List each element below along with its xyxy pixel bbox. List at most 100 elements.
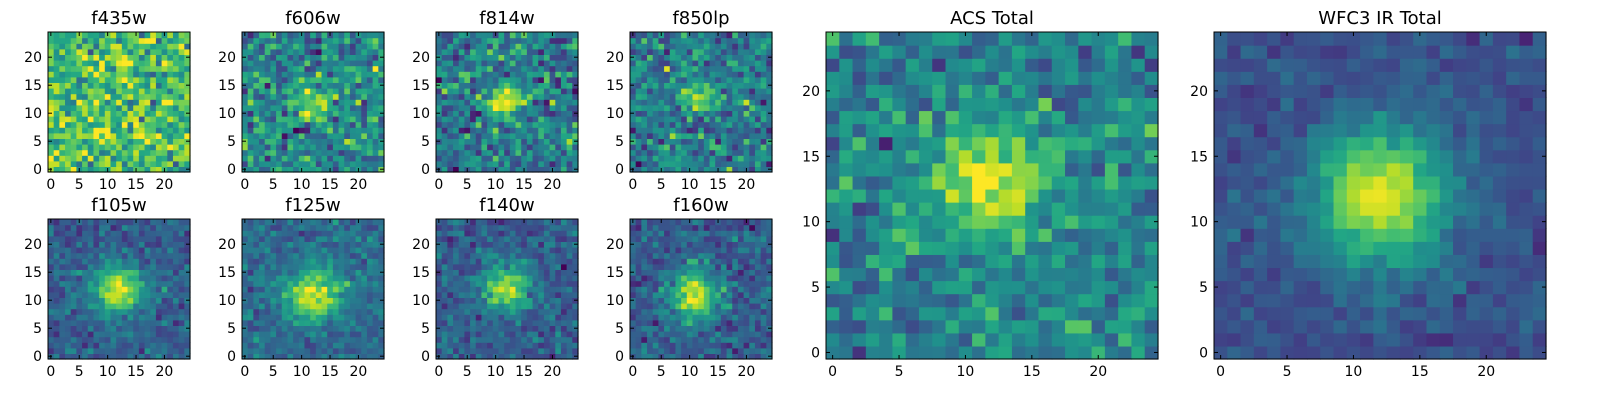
heatmap-cell [93, 342, 100, 349]
heatmap-cell [332, 308, 340, 315]
heatmap-cell [749, 160, 756, 167]
heatmap-cell [133, 342, 140, 349]
heatmap-cell [641, 269, 648, 276]
heatmap-cell [441, 286, 448, 293]
heatmap-cell [372, 275, 379, 282]
heatmap-cell [361, 314, 368, 321]
heatmap-cell [669, 342, 677, 349]
heatmap-cell [144, 286, 151, 293]
heatmap-cell [521, 144, 528, 151]
heatmap-cell [116, 132, 123, 139]
heatmap-cell [259, 166, 266, 173]
heatmap-cell [242, 286, 249, 293]
heatmap-cell [327, 71, 334, 78]
heatmap-cell [504, 308, 511, 315]
heatmap-cell [121, 43, 129, 50]
heatmap-cell [555, 336, 562, 343]
heatmap-cell [709, 104, 716, 111]
heatmap-cell [82, 76, 89, 83]
heatmap-cell [259, 263, 266, 270]
heatmap-cell [349, 93, 357, 100]
heatmap-cell [167, 263, 174, 270]
heatmap-cell [492, 263, 500, 270]
heatmap-cell [155, 43, 163, 50]
heatmap-cell [310, 219, 317, 226]
heatmap-cell [543, 76, 551, 83]
heatmap-cell [150, 37, 157, 44]
heatmap-cell [82, 48, 89, 55]
heatmap-cell [555, 88, 562, 95]
heatmap-cell [276, 48, 283, 55]
heatmap-cell [65, 82, 72, 89]
heatmap-cell [184, 132, 191, 139]
heatmap-cell [281, 280, 289, 287]
heatmap-cell [509, 280, 517, 287]
heatmap-cell [355, 54, 362, 61]
heatmap-cell [521, 104, 528, 111]
heatmap-cell [715, 291, 722, 298]
heatmap-cell [121, 144, 129, 151]
heatmap-cell [70, 144, 77, 151]
heatmap-cell [59, 336, 66, 343]
heatmap-cell [76, 127, 83, 134]
heatmap-cell [726, 160, 733, 167]
heatmap-cell [487, 54, 494, 61]
heatmap-cell [298, 258, 306, 265]
y-tick-label: 5 [227, 134, 236, 150]
heatmap-cell [82, 60, 89, 67]
heatmap-cell [178, 160, 185, 167]
heatmap-cell [259, 116, 266, 123]
heatmap-cell [698, 149, 705, 156]
heatmap-cell [155, 121, 163, 128]
heatmap-cell [543, 71, 551, 78]
heatmap-cell [138, 166, 146, 173]
heatmap-cell [372, 252, 379, 259]
heatmap-cell [321, 280, 328, 287]
heatmap-cell [127, 71, 134, 78]
heatmap-cell [492, 280, 500, 287]
heatmap-cell [332, 319, 340, 326]
heatmap-cell [487, 252, 494, 259]
heatmap-cell [270, 336, 277, 343]
heatmap-cell [372, 93, 379, 100]
heatmap-cell [82, 110, 89, 117]
heatmap-cell [127, 319, 134, 326]
heatmap-cell [53, 48, 60, 55]
heatmap-cell [110, 76, 117, 83]
heatmap-cell [521, 121, 528, 128]
heatmap-cell [543, 331, 551, 338]
heatmap-cell [566, 65, 573, 72]
heatmap-cell [749, 325, 756, 332]
heatmap-cell [470, 353, 477, 360]
heatmap-cell [652, 71, 659, 78]
heatmap-cell [93, 132, 100, 139]
heatmap-cell [138, 110, 146, 117]
heatmap-cell [344, 93, 351, 100]
heatmap-cell [566, 263, 573, 270]
heatmap-cell [82, 331, 89, 338]
heatmap-cell [481, 65, 488, 72]
heatmap-cell [155, 353, 163, 360]
heatmap-cell [53, 88, 60, 95]
heatmap-cell [53, 224, 60, 231]
heatmap-cell [498, 286, 505, 293]
heatmap-cell [93, 224, 100, 231]
heatmap-cell [304, 230, 311, 237]
heatmap-cell [327, 325, 334, 332]
heatmap-cell [104, 99, 112, 106]
heatmap-cell [572, 314, 579, 321]
heatmap-cell [172, 48, 180, 55]
heatmap-cell [338, 48, 345, 55]
heatmap-cell [99, 54, 106, 61]
heatmap-cell [298, 99, 306, 106]
heatmap-cell [372, 319, 379, 326]
heatmap-cell [464, 127, 471, 134]
heatmap-cell [93, 32, 100, 39]
heatmap-cell [310, 308, 317, 315]
heatmap-cell [436, 76, 443, 83]
heatmap-cell [754, 280, 762, 287]
heatmap-cell [766, 93, 773, 100]
heatmap-cell [470, 291, 477, 298]
heatmap-cell [327, 116, 334, 123]
heatmap-cell [93, 291, 100, 298]
